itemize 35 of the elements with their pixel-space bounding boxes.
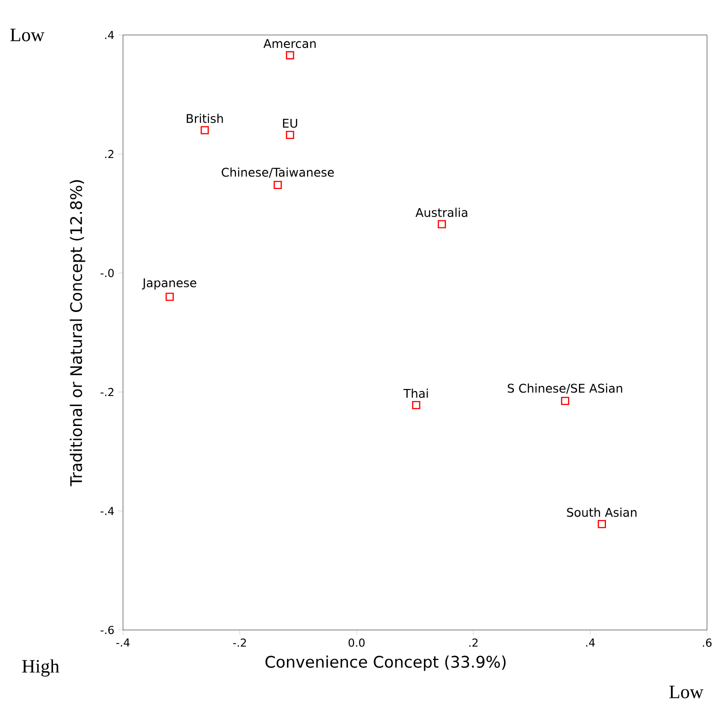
annotation: Thai	[403, 388, 428, 398]
x-tick-label: .2	[469, 638, 478, 647]
y-tick-label: -.2	[100, 388, 114, 396]
annotation: Australia	[416, 208, 468, 218]
y-axis-title: Traditional or Natural Concept (12.8%)	[70, 180, 86, 486]
point	[286, 130, 294, 140]
x-tick-label: .4	[586, 638, 595, 646]
x-tick-label: -.2	[233, 638, 246, 647]
text: High	[22, 659, 60, 677]
x-tick-label: -.4	[116, 638, 130, 646]
y-tick-label: .4	[105, 31, 114, 39]
annotation: Chinese/Taiwanese	[222, 168, 334, 178]
point	[274, 180, 282, 190]
annotation: EU	[283, 118, 298, 128]
annotation: S Chinese/SE ASian	[508, 384, 622, 394]
text: Low	[10, 28, 44, 42]
annotation: South Asian	[567, 508, 636, 517]
point	[286, 51, 294, 60]
y-tick-label: -.6	[100, 626, 114, 634]
y-tick-label: -.0	[100, 268, 114, 278]
point	[200, 126, 209, 134]
point	[598, 520, 606, 528]
x-tick-label: 0.0	[348, 638, 365, 647]
x-axis-title: Convenience Concept (33.9%)	[266, 656, 506, 671]
x-tick-label: .6	[702, 638, 712, 647]
annotation: British	[186, 114, 223, 123]
point	[166, 292, 174, 301]
annotation: Amercan	[263, 39, 316, 48]
point	[438, 220, 446, 228]
point	[560, 396, 570, 406]
y-tick-label: -.4	[100, 507, 114, 515]
text: Low	[669, 686, 704, 698]
point	[412, 400, 420, 410]
y-tick-label: .2	[105, 150, 114, 158]
annotation: Japanese	[142, 278, 196, 290]
